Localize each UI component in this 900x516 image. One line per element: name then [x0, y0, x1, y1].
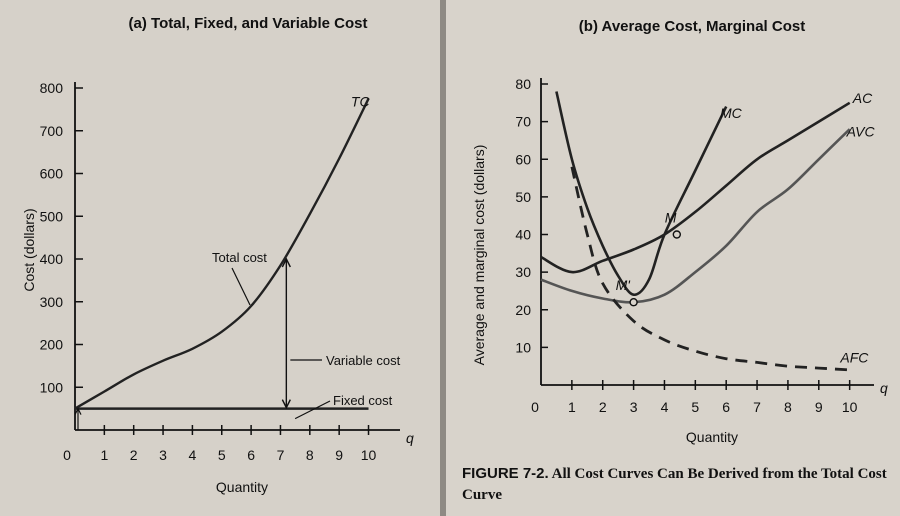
- chart-b-points: M M': [616, 210, 682, 307]
- fixed-cost-leader: [294, 400, 331, 420]
- y-tick-label: 700: [40, 123, 64, 139]
- chart-a-ylabel: Cost (dollars): [21, 208, 37, 291]
- figure-caption-text: All Cost Curves Can Be Derived from the …: [462, 466, 887, 503]
- afc-curve: [570, 166, 850, 372]
- x-tick-label: 4: [661, 399, 669, 415]
- y-tick-label: 40: [515, 227, 531, 243]
- x-tick-label: 6: [247, 447, 255, 463]
- fixed-cost-label: Fixed cost: [333, 393, 393, 408]
- x-tick-label: 3: [159, 447, 167, 463]
- x-tick-label: 9: [335, 447, 343, 463]
- y-tick-label: 300: [40, 294, 64, 310]
- x-tick-label: 5: [218, 447, 226, 463]
- point-marker: [629, 298, 638, 307]
- ac-label: AC: [852, 90, 873, 106]
- y-tick-label: 30: [515, 264, 531, 280]
- x-tick-label: 0: [63, 447, 71, 463]
- y-tick-label: 80: [515, 76, 531, 92]
- y-tick-label: 500: [40, 208, 64, 224]
- x-tick-label: 9: [815, 399, 823, 415]
- average-marginal-cost-chart: (b) Average Cost, Marginal Cost q 102030…: [471, 18, 888, 445]
- total-cost-label: Total cost: [212, 250, 267, 265]
- average-marginal-cost-panel: (b) Average Cost, Marginal Cost q 10 20 30…: [446, 0, 900, 516]
- x-tick-label: 10: [361, 447, 377, 463]
- afc-label: AFC: [839, 349, 869, 365]
- total-cost-curve: [74, 98, 370, 410]
- y-tick-label: 70: [515, 114, 531, 130]
- y-tick-label: 600: [40, 166, 64, 182]
- mc-curve: [555, 91, 728, 297]
- avc-curve: [540, 128, 851, 304]
- y-tick-label: 800: [40, 80, 64, 96]
- x-tick-label: 2: [599, 399, 607, 415]
- total-cost-chart: (a) Total, Fixed, and Variable Cost q 10…: [21, 15, 414, 495]
- mc-label: MC: [720, 105, 743, 121]
- x-tick-label: 8: [306, 447, 314, 463]
- y-tick-label: 400: [40, 251, 64, 267]
- y-tick-label: 60: [515, 151, 531, 167]
- x-tick-label: 7: [753, 399, 761, 415]
- x-tick-label: 6: [722, 399, 730, 415]
- point-label: M: [665, 210, 677, 226]
- chart-a-xlabel: Quantity: [216, 479, 268, 495]
- figure-label: FIGURE 7-2.: [462, 465, 549, 482]
- fixed-cost-arrowhead: [74, 407, 82, 415]
- avc-label: AVC: [846, 124, 876, 140]
- x-tick-label: 3: [630, 399, 638, 415]
- chart-a-axes: q: [74, 82, 414, 446]
- y-tick-label: 100: [40, 379, 64, 395]
- chart-b-axes: q: [540, 78, 888, 396]
- x-tick-label: 2: [130, 447, 138, 463]
- x-tick-label: 5: [691, 399, 699, 415]
- page-gutter: [440, 0, 446, 516]
- variable-cost-label: Variable cost: [326, 353, 401, 368]
- chart-a-series: TC: [74, 94, 371, 430]
- y-tick-label: 10: [515, 339, 531, 355]
- x-axis-symbol: q: [406, 430, 414, 446]
- x-tick-label: 1: [100, 447, 108, 463]
- figure-caption: FIGURE 7-2. All Cost Curves Can Be Deriv…: [462, 463, 892, 506]
- total-cost-panel: (a) Total, Fixed, and Variable Cost q 10…: [0, 0, 440, 516]
- chart-b-ticks: 10 20 30 40 50 60 70 80 0 1 2 3 4 5 6 7 8 9 10: [515, 76, 857, 415]
- variable-cost-arrowhead-top: [281, 257, 291, 268]
- chart-a-title: (a) Total, Fixed, and Variable Cost: [129, 15, 368, 32]
- x-tick-label: 7: [277, 447, 285, 463]
- y-tick-label: 200: [40, 337, 64, 353]
- chart-b-title: (b) Average Cost, Marginal Cost: [579, 18, 805, 35]
- ac-curve: [540, 101, 851, 274]
- chart-a-annotations: Total cost Variable cost Fixed cost: [212, 250, 401, 408]
- chart-a-ticks: 100 200 300 400 500 600 700 800 0 1 2 3 4 5 6 7 8 9 10: [40, 80, 377, 463]
- x-tick-label: 10: [842, 399, 858, 415]
- chart-b-xlabel: Quantity: [686, 429, 738, 445]
- tc-label: TC: [351, 94, 371, 110]
- y-tick-label: 50: [515, 189, 531, 205]
- x-axis-symbol: q: [880, 380, 888, 396]
- total-cost-leader: [231, 267, 251, 306]
- chart-b-ylabel: Average and marginal cost (dollars): [471, 145, 487, 366]
- x-tick-label: 0: [531, 399, 539, 415]
- point-label: M': [616, 277, 632, 293]
- variable-cost-arrowhead-bottom: [281, 399, 291, 410]
- x-tick-label: 4: [189, 447, 197, 463]
- point-marker: [672, 230, 682, 239]
- x-tick-label: 8: [784, 399, 792, 415]
- y-tick-label: 20: [515, 302, 531, 318]
- chart-b-series: MC AC AVC AFC: [540, 90, 876, 372]
- x-tick-label: 1: [568, 399, 576, 415]
